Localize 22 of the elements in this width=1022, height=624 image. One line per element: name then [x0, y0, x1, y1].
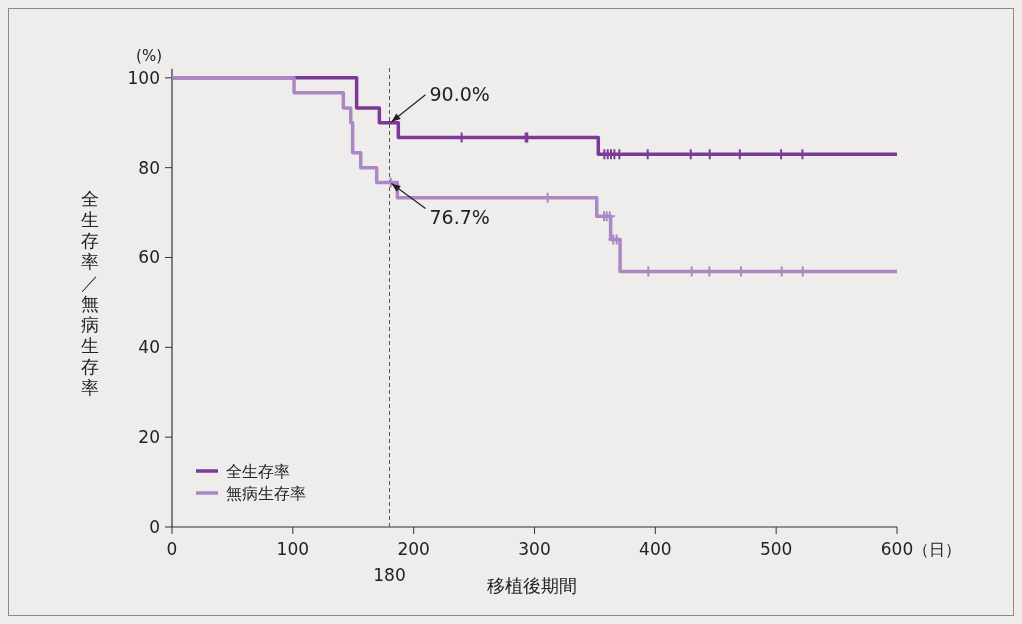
- x-tick-label: 500: [759, 539, 793, 559]
- x-tick-label: 0: [166, 539, 178, 559]
- y-tick-label: 80: [138, 157, 160, 178]
- x-tick-label: 200: [397, 539, 430, 559]
- text: 全生存率／無病生存率: [81, 188, 99, 398]
- x-axis-title: 移植後期間: [486, 575, 577, 596]
- y-tick-label: 100: [127, 67, 160, 88]
- legend-label: 無病生存率: [226, 484, 306, 503]
- x-tick-label: 100: [276, 539, 310, 559]
- y-tick-label: 40: [138, 337, 160, 358]
- annotation: 76.7%: [429, 206, 490, 229]
- text: (%): [136, 46, 162, 65]
- y-tick-label: 60: [138, 247, 160, 268]
- x-tick-label: 400: [639, 539, 672, 559]
- ref-line-label: 180: [373, 565, 406, 585]
- x-tick-label: 600: [880, 539, 914, 559]
- y-tick-label: 0: [149, 517, 160, 537]
- legend-label: 全生存率: [226, 462, 290, 481]
- x-tick-label: 300: [518, 539, 551, 559]
- y-tick-label: 20: [138, 427, 160, 448]
- text: （日）: [913, 540, 961, 559]
- annotation: 90.0%: [429, 82, 490, 105]
